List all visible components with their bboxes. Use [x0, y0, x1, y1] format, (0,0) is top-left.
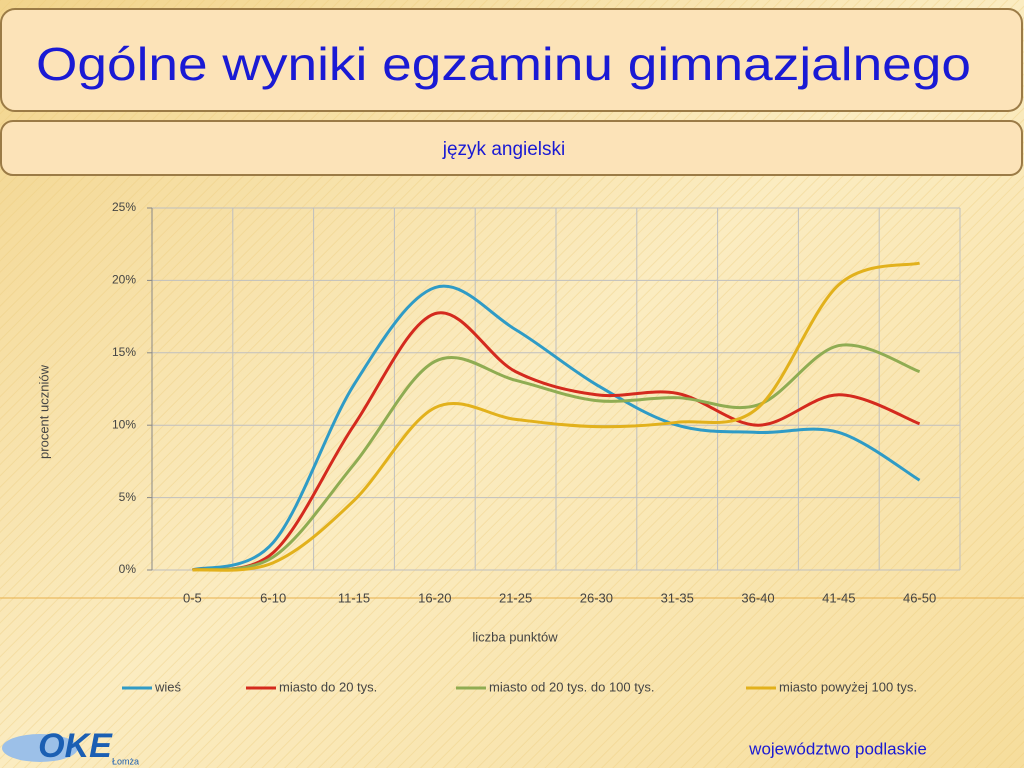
- x-tick-label: 11-15: [338, 590, 370, 605]
- x-tick-label: 36-40: [741, 590, 774, 605]
- footer: województwo podlaskie: [748, 739, 927, 758]
- x-tick-label: 16-20: [418, 590, 451, 605]
- x-tick-label: 41-45: [822, 590, 855, 605]
- y-tick-label: 5%: [119, 490, 137, 504]
- series-line: [192, 261, 920, 572]
- slide-subtitle: język angielski: [442, 139, 566, 160]
- x-tick-label: 0-5: [183, 590, 202, 605]
- x-tick-label: 31-35: [661, 590, 694, 605]
- x-tick-label: 21-25: [499, 590, 532, 605]
- legend-label: miasto powyżej 100 tys.: [779, 679, 917, 694]
- y-tick-label: 25%: [112, 200, 136, 214]
- y-tick-label: 10%: [112, 417, 136, 431]
- x-axis-label: liczba punktów: [472, 629, 558, 644]
- legend-label: miasto od 20 tys. do 100 tys.: [489, 679, 654, 694]
- series-line: [192, 343, 921, 572]
- y-tick-label: 0%: [119, 562, 137, 576]
- logo-shape: [2, 734, 78, 762]
- series-line: [192, 311, 921, 572]
- y-tick-label: 20%: [112, 273, 136, 287]
- series-line: [191, 284, 921, 572]
- slide-title: Ogólne wyniki egzaminu gimnazjalnego: [36, 38, 971, 90]
- y-axis-label: procent uczniów: [36, 364, 51, 459]
- logo: OKE Łomża: [2, 727, 139, 766]
- title-box: [0, 8, 1023, 112]
- x-tick-label: 6-10: [260, 590, 286, 605]
- logo-sub: Łomża: [112, 756, 139, 766]
- logo-text: OKE: [38, 727, 113, 765]
- y-tick-label: 15%: [112, 345, 136, 359]
- x-tick-label: 46-50: [903, 590, 936, 605]
- legend-label: wieś: [154, 679, 182, 694]
- x-tick-label: 26-30: [580, 590, 613, 605]
- legend-label: miasto do 20 tys.: [279, 679, 377, 694]
- subtitle-box: [0, 120, 1023, 176]
